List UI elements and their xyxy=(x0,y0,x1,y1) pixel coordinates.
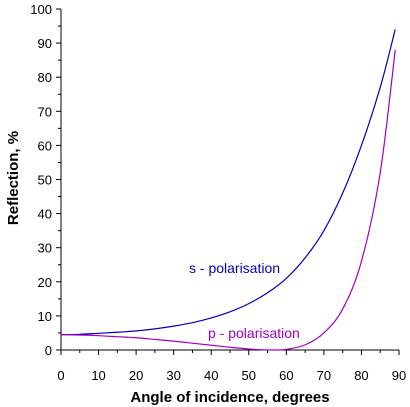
y-tick-label: 40 xyxy=(38,207,52,222)
x-tick-label: 60 xyxy=(279,368,293,383)
x-tick-label: 20 xyxy=(129,368,143,383)
series-line-p xyxy=(60,49,396,351)
x-axis-ticks: 0 10 20 30 40 50 60 70 80 90 xyxy=(57,350,406,383)
y-tick-label: 30 xyxy=(38,241,52,256)
x-tick-label: 30 xyxy=(166,368,180,383)
x-axis-title: Angle of incidence, degrees xyxy=(130,389,329,406)
series-label-s: s - polarisation xyxy=(189,260,280,276)
x-tick-label: 0 xyxy=(57,368,64,383)
x-tick-label: 50 xyxy=(242,368,256,383)
y-tick-label: 50 xyxy=(38,173,52,188)
y-axis-ticks: 0 10 20 30 40 50 60 70 80 90 100 xyxy=(30,2,61,358)
series-lines xyxy=(60,29,396,351)
y-axis-title: Reflection, % xyxy=(5,131,22,225)
series-label-p: p - polarisation xyxy=(208,325,300,341)
y-tick-label: 60 xyxy=(38,138,52,153)
x-tick-label: 90 xyxy=(392,368,406,383)
x-tick-label: 10 xyxy=(91,368,105,383)
y-tick-label: 10 xyxy=(38,309,52,324)
x-tick-label: 40 xyxy=(204,368,218,383)
x-tick-label: 80 xyxy=(354,368,368,383)
series-line-s xyxy=(60,29,396,336)
y-tick-label: 80 xyxy=(38,70,52,85)
y-tick-label: 20 xyxy=(38,275,52,290)
y-tick-label: 0 xyxy=(45,343,52,358)
y-tick-label: 70 xyxy=(38,104,52,119)
y-tick-label: 90 xyxy=(38,36,52,51)
y-tick-label: 100 xyxy=(30,2,52,17)
x-tick-label: 70 xyxy=(317,368,331,383)
